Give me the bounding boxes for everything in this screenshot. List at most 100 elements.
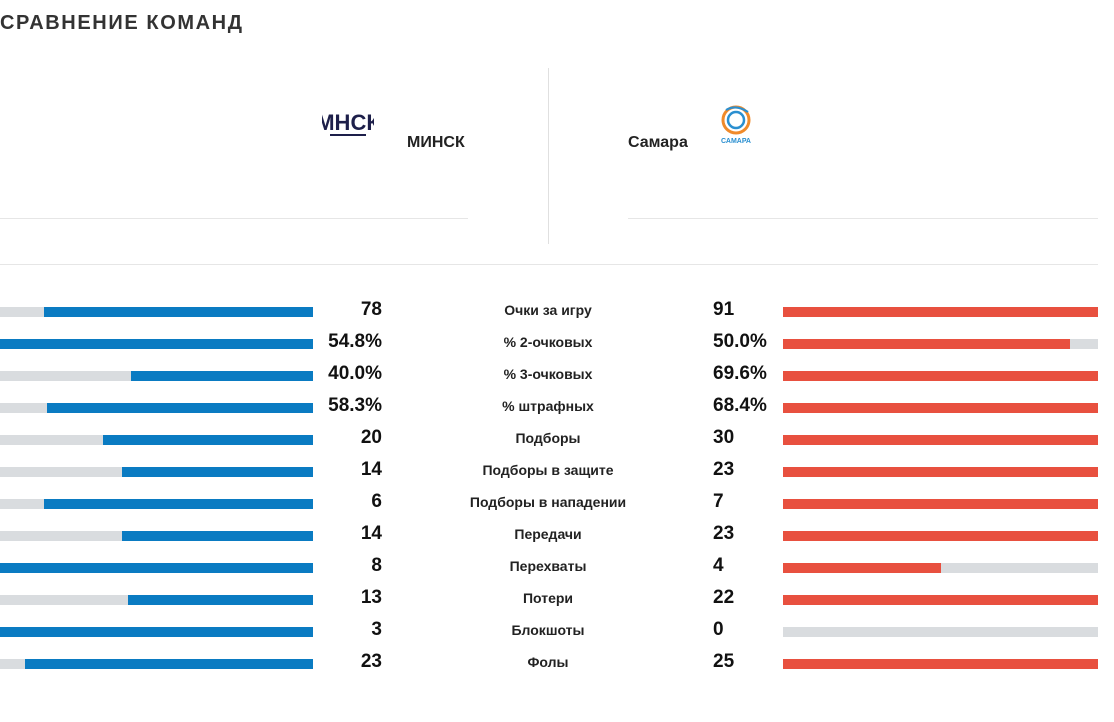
stat-row: 40.0% % 3-очковых 69.6% xyxy=(0,359,1114,391)
home-value: 20 xyxy=(360,427,382,448)
header-divider xyxy=(548,68,549,244)
home-bar-track xyxy=(0,499,313,509)
home-value: 23 xyxy=(360,651,382,672)
home-value: 13 xyxy=(360,587,382,608)
stat-label: Подборы в нападении xyxy=(469,494,627,510)
home-bar-fill xyxy=(43,307,313,317)
home-bar-fill xyxy=(0,627,313,637)
stat-row: 13 Потери 22 xyxy=(0,583,1114,615)
home-bar-fill xyxy=(122,531,313,541)
away-bar-track xyxy=(783,659,1098,669)
away-bar-fill xyxy=(783,339,1070,349)
away-bar-fill xyxy=(783,659,1098,669)
away-bar-fill xyxy=(783,595,1098,605)
away-value: 7 xyxy=(713,491,724,512)
away-bar-track xyxy=(783,595,1098,605)
stat-row: 14 Передачи 23 xyxy=(0,519,1114,551)
away-bar-fill xyxy=(783,403,1098,413)
away-bar-fill xyxy=(783,371,1098,381)
home-value: 78 xyxy=(360,299,382,320)
stat-row: 14 Подборы в защите 23 xyxy=(0,455,1114,487)
away-bar-fill xyxy=(783,531,1098,541)
home-bar-track xyxy=(0,563,313,573)
home-value: 14 xyxy=(360,523,382,544)
stat-row: 58.3% % штрафных 68.4% xyxy=(0,391,1114,423)
away-bar-track xyxy=(783,563,1098,573)
away-value: 91 xyxy=(713,299,735,320)
stat-label: Фолы xyxy=(527,654,569,670)
stat-label: Потери xyxy=(522,590,574,606)
stat-row: 23 Фолы 25 xyxy=(0,647,1114,679)
stat-label: Подборы xyxy=(515,430,581,446)
home-bar-fill xyxy=(25,659,313,669)
home-team-name[interactable]: МИНСК xyxy=(407,134,465,151)
away-value: 25 xyxy=(713,651,735,672)
stat-label: Блокшоты xyxy=(511,622,585,638)
section-title: СРАВНЕНИЕ КОМАНД xyxy=(0,12,244,34)
away-bar-fill xyxy=(783,467,1098,477)
stat-row: 3 Блокшоты 0 xyxy=(0,615,1114,647)
home-bar-track xyxy=(0,307,313,317)
stat-label: % 3-очковых xyxy=(503,366,593,382)
home-bar-fill xyxy=(103,435,313,445)
home-value: 54.8% xyxy=(328,331,382,352)
home-bar-track xyxy=(0,659,313,669)
home-bar-fill xyxy=(46,403,313,413)
stat-label: % 2-очковых xyxy=(503,334,593,350)
away-value: 23 xyxy=(713,459,735,480)
home-value: 3 xyxy=(371,619,382,640)
away-bar-track xyxy=(783,627,1098,637)
away-bar-track xyxy=(783,339,1098,349)
minsk-logo: МНСК xyxy=(322,110,374,136)
stat-label: Подборы в защите xyxy=(482,462,614,478)
home-bar-track xyxy=(0,371,313,381)
stat-row: 78 Очки за игру 91 xyxy=(0,295,1114,327)
away-bar-fill xyxy=(783,307,1098,317)
home-value: 58.3% xyxy=(328,395,382,416)
stat-row: 20 Подборы 30 xyxy=(0,423,1114,455)
stat-label: Перехваты xyxy=(509,558,587,574)
home-value: 8 xyxy=(371,555,382,576)
team-header: МНСК МИНСК Самара САМАРА xyxy=(0,68,1114,248)
stat-row: 54.8% % 2-очковых 50.0% xyxy=(0,327,1114,359)
home-bar-track xyxy=(0,339,313,349)
away-value: 0 xyxy=(713,619,724,640)
away-value: 4 xyxy=(713,555,724,576)
svg-text:САМАРА: САМАРА xyxy=(721,138,751,145)
home-bar-track xyxy=(0,403,313,413)
away-bar-fill xyxy=(783,563,941,573)
away-value: 68.4% xyxy=(713,395,767,416)
away-bar-track xyxy=(783,371,1098,381)
home-bar-track xyxy=(0,627,313,637)
home-bar-track xyxy=(0,435,313,445)
home-value: 40.0% xyxy=(328,363,382,384)
away-bar-track xyxy=(783,307,1098,317)
stat-label: % штрафных xyxy=(502,398,594,414)
home-value: 6 xyxy=(371,491,382,512)
away-bar-track xyxy=(783,499,1098,509)
away-value: 50.0% xyxy=(713,331,767,352)
away-value: 23 xyxy=(713,523,735,544)
home-bar-track xyxy=(0,531,313,541)
home-bar-fill xyxy=(131,371,313,381)
away-team-name[interactable]: Самара xyxy=(628,134,688,151)
home-bar-fill xyxy=(43,499,313,509)
home-bar-track xyxy=(0,595,313,605)
home-bar-fill xyxy=(128,595,313,605)
stat-row: 6 Подборы в нападении 7 xyxy=(0,487,1114,519)
stat-label: Очки за игру xyxy=(504,302,592,318)
away-bar-fill xyxy=(783,499,1098,509)
svg-text:МНСК: МНСК xyxy=(322,110,374,135)
home-value: 14 xyxy=(360,459,382,480)
stat-row: 8 Перехваты 4 xyxy=(0,551,1114,583)
section-separator xyxy=(0,264,1098,265)
away-bar-track xyxy=(783,435,1098,445)
away-value: 22 xyxy=(713,587,735,608)
samara-logo: САМАРА xyxy=(721,105,751,145)
away-value: 69.6% xyxy=(713,363,767,384)
home-underline xyxy=(0,218,468,219)
away-bar-track xyxy=(783,467,1098,477)
away-underline xyxy=(628,218,1098,219)
home-bar-fill xyxy=(122,467,313,477)
away-bar-fill xyxy=(783,435,1098,445)
